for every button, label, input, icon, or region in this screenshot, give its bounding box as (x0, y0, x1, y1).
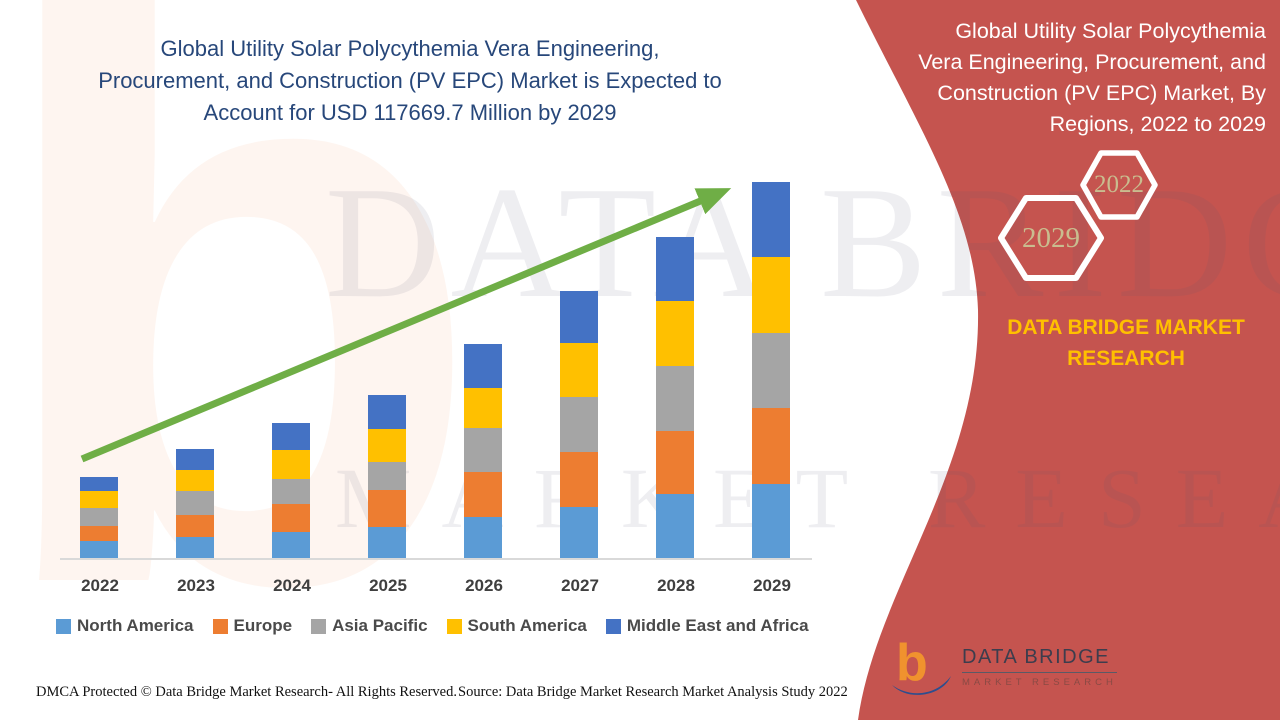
segment-asia-pacific (560, 397, 598, 453)
data-bridge-logo-icon: b (892, 636, 951, 695)
year-hexagons-icon (998, 150, 1158, 281)
chart-legend: North America Europe Asia Pacific South Ame… (56, 616, 809, 636)
segment-europe (368, 489, 406, 527)
legend-swatch-icon (56, 618, 71, 634)
segment-south-america (368, 429, 406, 462)
legend-label: Europe (233, 616, 293, 635)
legend-swatch-icon (605, 618, 621, 634)
segment-asia-pacific (80, 507, 118, 526)
segment-asia-pacific (752, 332, 790, 409)
hexagon-year-2029: 2029 (1022, 222, 1080, 254)
legend-item-middle-east-and-africa: Middle East and Africa (605, 616, 809, 636)
svg-text:b: b (896, 636, 928, 692)
segment-north-america (176, 536, 214, 558)
segment-europe (272, 503, 310, 532)
legend-swatch-icon (311, 618, 327, 634)
source-note: Source: Data Bridge Market Research Mark… (458, 684, 848, 700)
segment-north-america (80, 540, 118, 558)
segment-south-america (176, 469, 214, 491)
segment-south-america (656, 300, 694, 367)
segment-south-america (272, 450, 310, 479)
segment-middle-east-and-africa (464, 343, 502, 389)
segment-middle-east-and-africa (368, 395, 406, 430)
segment-south-america (464, 388, 502, 429)
bar-2026 (464, 343, 502, 558)
segment-europe (656, 431, 694, 494)
hexagon-year-2022: 2022 (1094, 171, 1144, 198)
segment-europe (752, 408, 790, 484)
bar-2027 (560, 290, 598, 558)
x-label-2023: 2023 (177, 576, 215, 595)
segment-middle-east-and-africa (560, 290, 598, 343)
segment-europe (464, 471, 502, 517)
segment-europe (560, 452, 598, 507)
segment-north-america (272, 531, 310, 558)
segment-europe (176, 514, 214, 537)
segment-middle-east-and-africa (176, 449, 214, 470)
x-label-2027: 2027 (561, 576, 599, 595)
bar-2023 (176, 449, 214, 558)
legend-label: Asia Pacific (332, 616, 428, 635)
dmca-notice: DMCA Protected © Data Bridge Market Rese… (36, 684, 457, 700)
logo-tagline: MARKET RESEARCH (962, 677, 1117, 688)
legend-item-asia-pacific: Asia Pacific (311, 616, 428, 636)
segment-middle-east-and-africa (80, 476, 118, 491)
chart-title: Global Utility Solar Polycythemia Vera E… (98, 36, 722, 125)
segment-south-america (80, 490, 118, 508)
segment-asia-pacific (176, 490, 214, 515)
legend-label: South America (467, 616, 587, 635)
segment-asia-pacific (272, 478, 310, 504)
company-logo: b DATA BRIDGE MARKET RESEARCH (888, 636, 1117, 698)
stacked-bar-chart (60, 168, 812, 560)
segment-asia-pacific (656, 366, 694, 432)
segment-north-america (656, 493, 694, 558)
segment-north-america (368, 526, 406, 558)
segment-south-america (560, 342, 598, 398)
legend-label: Middle East and Africa (626, 616, 809, 635)
x-label-2029: 2029 (753, 576, 791, 595)
bar-2025 (368, 395, 406, 558)
bar-2022 (80, 476, 118, 558)
segment-middle-east-and-africa (752, 182, 790, 258)
legend-item-europe: Europe (212, 616, 293, 636)
legend-swatch-icon (212, 618, 228, 634)
segment-north-america (752, 483, 790, 558)
segment-north-america (560, 506, 598, 558)
segment-south-america (752, 257, 790, 333)
legend-swatch-icon (446, 618, 462, 634)
legend-label: North America (77, 616, 194, 635)
segment-europe (80, 525, 118, 541)
bar-2029 (752, 182, 790, 558)
trend-arrow (80, 188, 732, 463)
segment-north-america (464, 516, 502, 558)
x-label-2024: 2024 (273, 576, 311, 595)
x-label-2022: 2022 (81, 576, 119, 595)
segment-asia-pacific (464, 428, 502, 472)
x-axis-labels: 2022 2023 2024 2025 2026 2027 2028 2029 (60, 576, 812, 598)
side-panel-title: Global Utility Solar Polycythemia Vera E… (918, 19, 1266, 136)
legend-item-south-america: South America (446, 616, 587, 636)
x-label-2025: 2025 (369, 576, 407, 595)
segment-middle-east-and-africa (656, 237, 694, 301)
legend-item-north-america: North America (56, 616, 194, 636)
bar-2028 (656, 237, 694, 558)
segment-asia-pacific (368, 461, 406, 490)
logo-wordmark: DATA BRIDGE (962, 646, 1117, 673)
bar-2024 (272, 423, 310, 558)
brand-name-text: DATA BRIDGE MARKET RESEARCH (1007, 316, 1245, 370)
x-label-2026: 2026 (465, 576, 503, 595)
x-label-2028: 2028 (657, 576, 695, 595)
segment-middle-east-and-africa (272, 423, 310, 451)
